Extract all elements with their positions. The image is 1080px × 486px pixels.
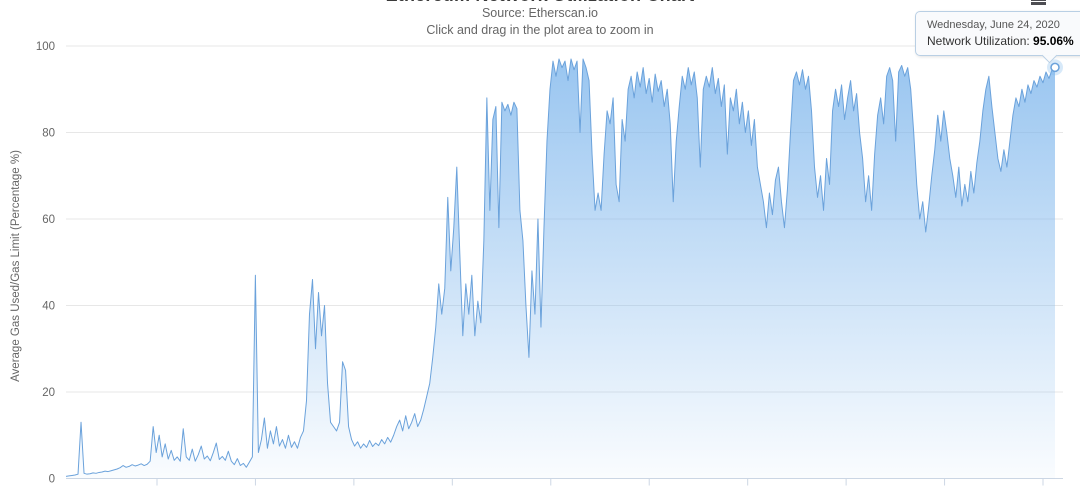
y-axis-tick-label: 100 bbox=[36, 41, 55, 53]
y-axis-tick-label: 80 bbox=[42, 128, 55, 140]
chart-title-text: Ethereum Network Utilization Chart bbox=[386, 0, 695, 5]
hamburger-icon bbox=[1030, 0, 1047, 5]
y-axis-tick-label: 40 bbox=[42, 301, 55, 313]
y-axis-tick-label: 60 bbox=[42, 214, 55, 226]
chart-title: Ethereum Network Utilization Chart bbox=[0, 0, 1080, 5]
y-axis-tick-label: 0 bbox=[49, 474, 55, 486]
chart-tooltip: Wednesday, June 24, 2020 Network Utiliza… bbox=[915, 11, 1080, 64]
utilization-area-series bbox=[66, 58, 1055, 479]
hover-marker bbox=[1050, 62, 1060, 73]
tooltip-label: Network Utilization: bbox=[927, 34, 1034, 48]
chart-source-subtitle: Source: Etherscan.io bbox=[481, 6, 599, 20]
chart-zoom-hint-subtitle: Click and drag in the plot area to zoom … bbox=[426, 23, 654, 37]
utilization-line-series bbox=[65, 58, 1056, 477]
tooltip-value-line: Network Utilization: 95.06% bbox=[927, 34, 1077, 48]
tooltip-date: Wednesday, June 24, 2020 bbox=[927, 19, 1060, 31]
chart-context-menu-button[interactable] bbox=[1030, 0, 1047, 7]
tooltip-value: 95.06% bbox=[1033, 34, 1074, 48]
y-axis-tick-label: 20 bbox=[42, 387, 55, 399]
y-axis-title-text: Average Gas Used/Gas Limit (Percentage %… bbox=[10, 150, 22, 382]
